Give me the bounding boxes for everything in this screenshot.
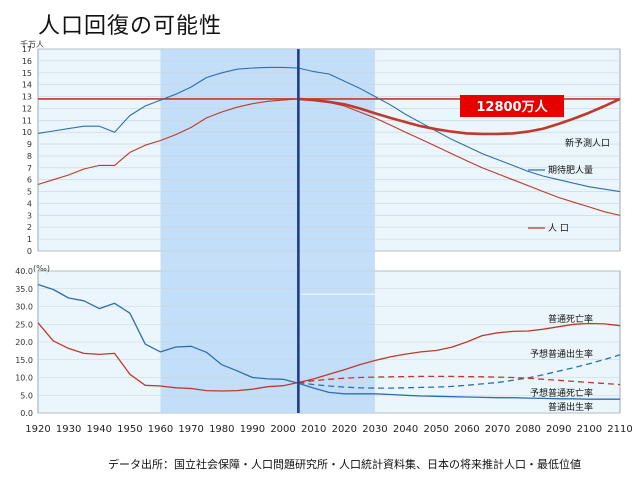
series-line-期待肥人量: [37, 66, 621, 193]
legend-label-新予測人口: 新予測人口: [565, 137, 610, 149]
lower-y-tick-label: 5.0: [20, 391, 33, 400]
source-note: データ出所：国立社会保障・人口問題研究所・人口統計資料集、日本の将来推計人口・最…: [108, 458, 581, 471]
x-tick-label: 1980: [209, 424, 234, 435]
upper-y-tick-label: 6: [27, 176, 32, 185]
upper-y-tick-label: 0: [27, 247, 32, 256]
legend-label-予想普通出生率: 予想普通出生率: [530, 348, 593, 360]
x-tick-label: 1950: [117, 424, 142, 435]
x-tick-label: 1920: [25, 424, 50, 435]
x-tick-label: 1970: [178, 424, 203, 435]
upper-y-tick-label: 15: [22, 69, 32, 78]
x-tick-label: 2050: [423, 424, 448, 435]
upper-y-tick-label: 12: [22, 104, 32, 113]
highlight-band: [160, 49, 375, 413]
upper-y-tick-label: 7: [27, 164, 32, 173]
x-tick-label: 1990: [240, 424, 265, 435]
x-tick-label: 2080: [515, 424, 540, 435]
lower-y-tick-label: 20.0: [15, 338, 33, 347]
legend-label-普通死亡率: 普通死亡率: [548, 313, 593, 325]
lower-y-tick-label: 40.0: [15, 267, 33, 276]
x-tick-label: 1960: [148, 424, 173, 435]
series-line-予想普通死亡率: [298, 375, 621, 386]
upper-y-tick-label: 17: [22, 45, 32, 54]
x-tick-label: 1940: [87, 424, 112, 435]
upper-y-tick-label: 11: [22, 116, 32, 125]
x-tick-label: 2110: [607, 424, 632, 435]
x-tick-label: 2060: [454, 424, 479, 435]
x-tick-label: 1930: [56, 424, 81, 435]
series-line-予想普通出生率: [298, 354, 621, 389]
legend-label-予想普通死亡率: 予想普通死亡率: [530, 387, 593, 399]
upper-y-tick-label: 5: [27, 188, 32, 197]
series-line-新予測人口: [298, 97, 621, 136]
lower-y-tick-label: 35.0: [15, 285, 33, 294]
lower-y-tick-label: 25.0: [15, 320, 33, 329]
x-tick-label: 2040: [393, 424, 418, 435]
x-tick-label: 2090: [546, 424, 571, 435]
reference-label-box: [460, 95, 564, 117]
slide-title: 人口回復の可能性: [38, 14, 223, 39]
lower-y-tick-label: 15.0: [15, 356, 33, 365]
x-tick-label: 2100: [577, 424, 602, 435]
legend-label-普通出生率: 普通出生率: [548, 401, 593, 413]
series-line-普通死亡率: [37, 322, 621, 392]
legend-label-人口: 人 口: [548, 223, 569, 234]
upper-y-tick-label: 16: [22, 57, 32, 66]
x-tick-label: 2030: [362, 424, 387, 435]
lower-y-tick-label: 30.0: [15, 303, 33, 312]
series-line-普通出生率: [37, 283, 620, 400]
upper-y-tick-label: 8: [27, 152, 32, 161]
x-tick-label: 2070: [485, 424, 510, 435]
lower-y-axis-label: (‰): [33, 264, 50, 273]
upper-y-tick-label: 14: [22, 81, 32, 90]
lower-y-tick-label: 0.0: [20, 409, 33, 418]
upper-y-tick-label: 3: [27, 211, 32, 220]
upper-y-tick-label: 10: [22, 128, 32, 137]
upper-y-tick-label: 4: [27, 199, 32, 208]
upper-y-tick-label: 9: [27, 140, 32, 149]
upper-y-tick-label: 1: [27, 235, 32, 244]
upper-y-tick-label: 13: [22, 93, 32, 102]
lower-y-tick-label: 10.0: [15, 374, 33, 383]
x-tick-label: 2020: [332, 424, 357, 435]
upper-y-tick-label: 2: [27, 223, 32, 232]
legend-label-期待肥人量: 期待肥人量: [548, 164, 593, 176]
x-tick-label: 2000: [270, 424, 295, 435]
x-tick-label: 2010: [301, 424, 326, 435]
reference-label: 12800万人: [476, 99, 548, 115]
upper-y-axis-label: 千万人: [20, 39, 44, 49]
